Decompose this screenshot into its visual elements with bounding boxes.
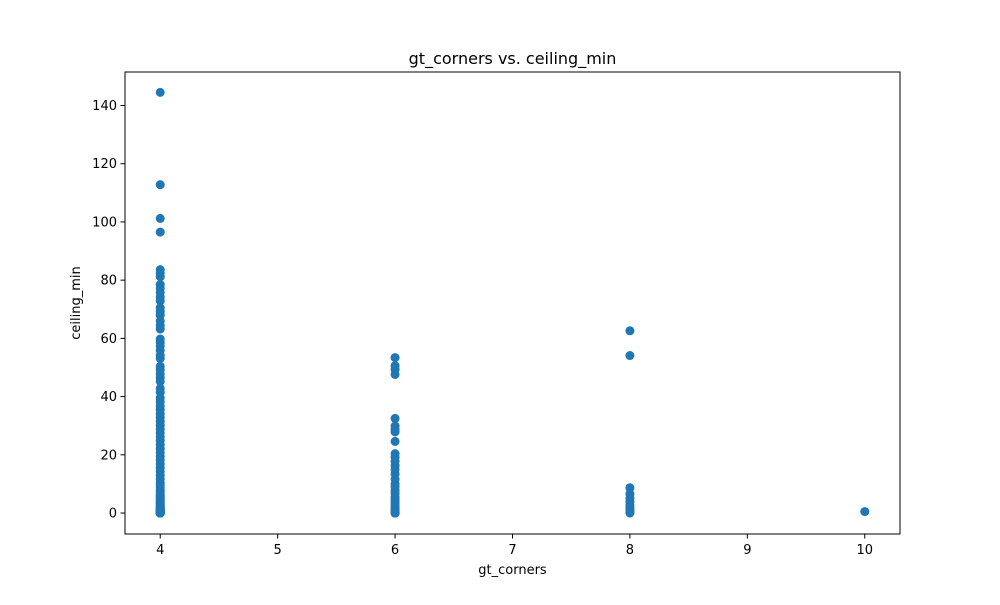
data-point <box>155 272 165 282</box>
x-tick-label: 6 <box>391 543 399 558</box>
x-tick-label: 10 <box>856 543 873 558</box>
data-point <box>155 508 165 518</box>
data-points <box>155 87 870 518</box>
data-point <box>390 413 400 423</box>
x-axis: 4 5 6 7 8 9 10 <box>156 534 873 558</box>
x-tick-label: 9 <box>743 543 751 558</box>
data-point <box>860 507 870 517</box>
y-tick-label: 100 <box>92 215 117 230</box>
y-tick-label: 140 <box>92 99 117 114</box>
y-axis-title: ceiling_min <box>69 266 84 340</box>
data-point <box>155 180 165 190</box>
y-tick-label: 80 <box>100 274 117 289</box>
x-tick-label: 7 <box>508 543 516 558</box>
data-point <box>155 353 165 363</box>
y-axis: 0 20 40 60 80 100 120 140 <box>92 99 125 522</box>
data-point <box>625 326 635 336</box>
y-tick-label: 60 <box>100 332 117 347</box>
plot-frame <box>124 71 901 535</box>
chart-title: gt_corners vs. ceiling_min <box>409 49 617 69</box>
x-axis-title: gt_corners <box>478 563 547 578</box>
data-point <box>390 353 400 363</box>
data-point <box>155 227 165 237</box>
y-tick-label: 40 <box>100 390 117 405</box>
data-point <box>390 427 400 437</box>
data-point <box>625 508 635 518</box>
data-point <box>390 369 400 379</box>
data-point <box>155 213 165 223</box>
data-point <box>625 351 635 361</box>
x-tick-label: 4 <box>156 543 164 558</box>
data-point <box>155 376 165 386</box>
data-point <box>390 508 400 518</box>
y-tick-label: 20 <box>100 448 117 463</box>
x-tick-label: 8 <box>626 543 634 558</box>
data-point <box>155 296 165 306</box>
data-point <box>390 436 400 446</box>
data-point <box>155 87 165 97</box>
y-tick-label: 0 <box>109 507 117 522</box>
y-tick-label: 120 <box>92 157 117 172</box>
x-tick-label: 5 <box>274 543 282 558</box>
data-point <box>155 324 165 334</box>
